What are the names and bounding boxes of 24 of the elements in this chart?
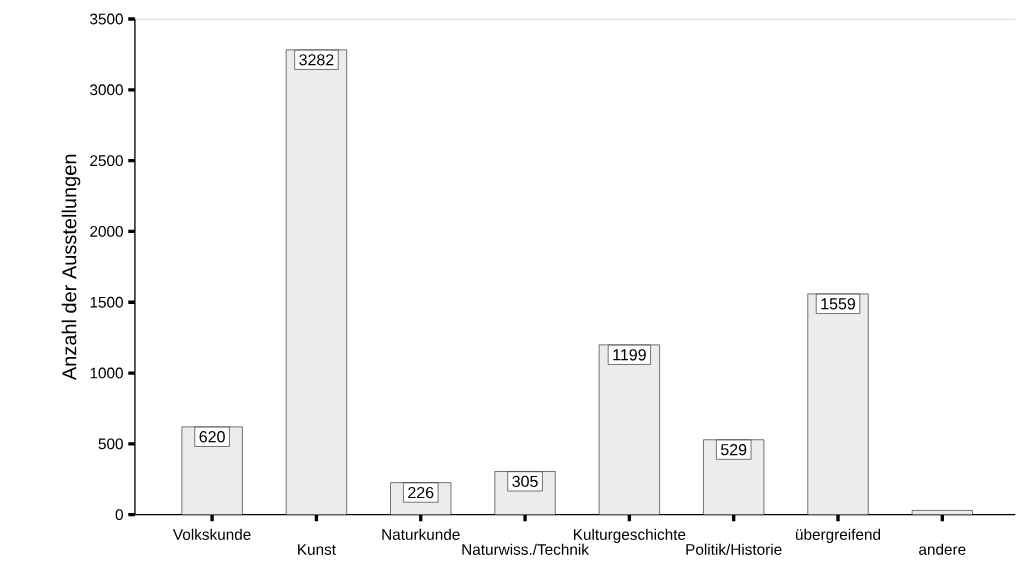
x-tick-label: Politik/Historie bbox=[686, 543, 782, 556]
data-label: 305 bbox=[512, 475, 538, 488]
x-tick-label: Volkskunde bbox=[172, 528, 251, 541]
y-tick-label: 0 bbox=[115, 509, 123, 521]
x-tick-label: Naturkunde bbox=[382, 528, 460, 541]
x-tick-label: Naturwiss./Technik bbox=[462, 543, 589, 556]
data-label: 529 bbox=[721, 444, 747, 456]
data-label: 226 bbox=[408, 487, 434, 499]
data-label: 3282 bbox=[299, 54, 334, 66]
x-tick-label: übergreifend bbox=[796, 528, 881, 544]
y-axis-title: Anzahl der Ausstellungen bbox=[61, 155, 81, 381]
y-tick-label: 2500 bbox=[90, 155, 123, 167]
y-tick-label: 1000 bbox=[90, 367, 123, 379]
data-label: 620 bbox=[199, 431, 225, 443]
y-tick-label: 3000 bbox=[90, 84, 123, 96]
x-tick-label: Kunst bbox=[298, 544, 336, 556]
y-tick-label: 2000 bbox=[90, 226, 123, 238]
x-tick-label: Kulturgeschichte bbox=[573, 528, 686, 544]
x-tick-label: andere bbox=[919, 543, 966, 556]
y-tick-label: 500 bbox=[98, 438, 123, 450]
data-label: 1559 bbox=[821, 298, 856, 310]
y-tick-label: 3500 bbox=[90, 13, 123, 25]
y-tick-label: 1500 bbox=[90, 296, 123, 308]
data-label: 1199 bbox=[613, 349, 646, 361]
